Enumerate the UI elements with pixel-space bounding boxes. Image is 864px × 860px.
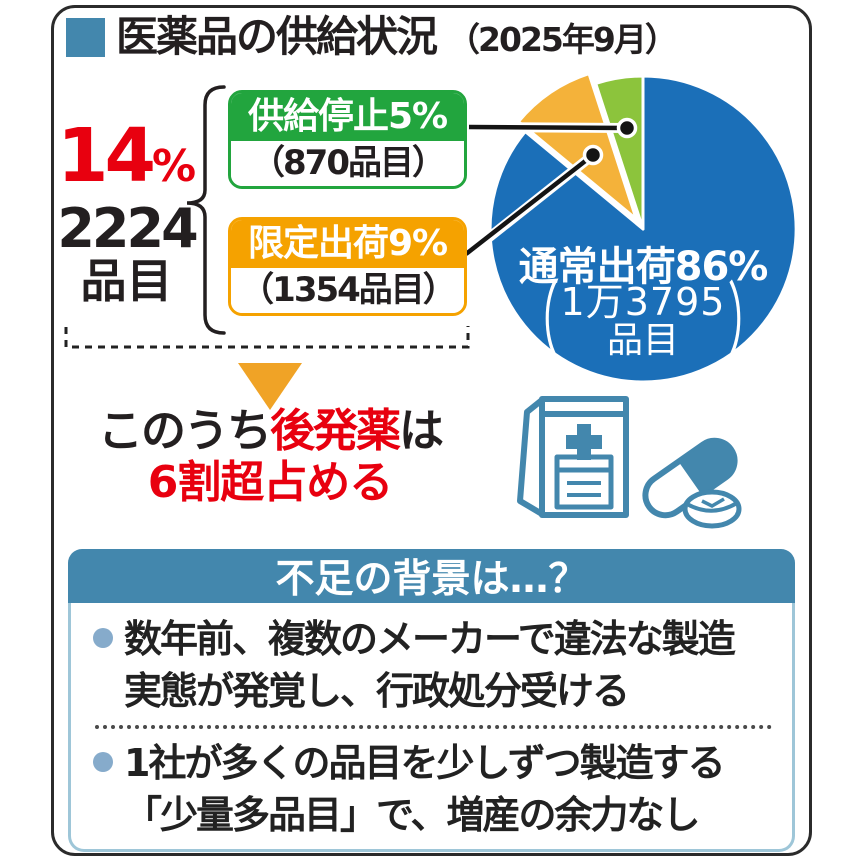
bullet-dot-icon bbox=[93, 628, 113, 648]
bullet-text-1: 数年前、複数のメーカーで違法な製造 実態が発覚し、行政処分受ける bbox=[124, 617, 736, 713]
frame-border bbox=[51, 5, 812, 856]
stop-card-header: 供給停止5% bbox=[231, 93, 464, 141]
bullet-text-2: 1社が多くの品目を少しずつ製造する 「少量多品目」で、増産の余力なし bbox=[124, 741, 726, 837]
leader-dot-limited bbox=[582, 144, 604, 166]
title-bullet-square-icon bbox=[66, 17, 105, 57]
generic-drug-note: このうち後発薬は 6割超占める bbox=[50, 403, 490, 508]
note-line2: 6割超占める bbox=[147, 457, 394, 508]
cross-icon bbox=[566, 424, 602, 460]
pie-wedge-limited-shipping bbox=[517, 72, 638, 221]
tablet-icon bbox=[682, 489, 742, 529]
dashed-bracket bbox=[64, 326, 470, 349]
pie-center-sublabel: （ 1万3795 品目 ） bbox=[483, 272, 803, 369]
page-title: 医薬品の供給状況 bbox=[116, 12, 438, 61]
limited-card-header: 限定出荷9% bbox=[231, 220, 464, 268]
capsule-icon bbox=[642, 437, 742, 529]
title-row: 医薬品の供給状況 （2025年9月） bbox=[66, 12, 678, 61]
percent-sign: % bbox=[151, 141, 197, 192]
title-date: （2025年9月） bbox=[447, 20, 678, 59]
down-arrow-icon bbox=[238, 363, 302, 410]
summary-count: 2224 bbox=[57, 197, 198, 260]
pie-center-count: 1万3795 品目 bbox=[560, 280, 726, 361]
section-body: 数年前、複数のメーカーで違法な製造 実態が発覚し、行政処分受ける 1社が多くの品… bbox=[68, 603, 795, 852]
open-paren: （ bbox=[516, 272, 559, 369]
leader-dot-stop bbox=[616, 117, 638, 139]
stop-card-body: （870品目） bbox=[231, 141, 464, 186]
limited-card: 限定出荷9% （1354品目） bbox=[228, 217, 467, 316]
medicine-bag-icon bbox=[517, 396, 629, 518]
dotted-separator bbox=[95, 725, 772, 729]
summary-block: 14% 2224 品目 bbox=[44, 113, 209, 308]
close-paren: ） bbox=[727, 272, 770, 369]
leader-line-stop bbox=[468, 124, 628, 131]
note-line1: このうち後発薬は bbox=[97, 404, 444, 457]
bullet-dot-icon bbox=[93, 752, 113, 772]
bullet-row-1: 数年前、複数のメーカーで違法な製造 実態が発覚し、行政処分受ける bbox=[93, 613, 778, 717]
limited-card-body: （1354品目） bbox=[231, 268, 464, 313]
summary-percent: 14% bbox=[56, 113, 197, 199]
pie-wedge-supply-stopped bbox=[594, 74, 645, 231]
note-highlight: 後発薬 bbox=[269, 404, 401, 457]
bullet-row-2: 1社が多くの品目を少しずつ製造する 「少量多品目」で、増産の余力なし bbox=[93, 737, 778, 841]
summary-unit: 品目 bbox=[80, 254, 173, 308]
curly-brace bbox=[186, 85, 226, 335]
pie-center-label: 通常出荷86% bbox=[518, 244, 769, 290]
leader-line-limited bbox=[464, 153, 595, 256]
section-header: 不足の背景は…？ bbox=[68, 549, 795, 603]
stop-card: 供給停止5% （870品目） bbox=[228, 90, 467, 189]
